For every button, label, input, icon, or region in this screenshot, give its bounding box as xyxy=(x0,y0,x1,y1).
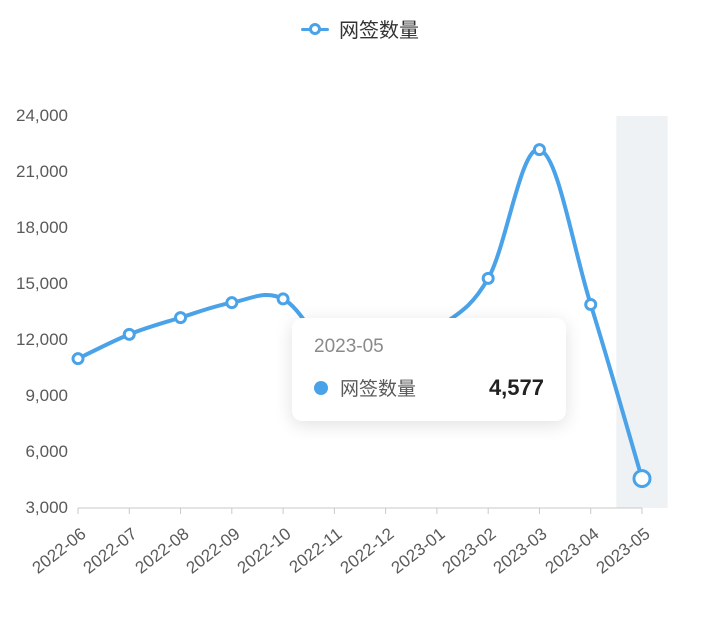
tooltip: 2023-05 网签数量 4,577 xyxy=(292,318,566,421)
tooltip-value: 4,577 xyxy=(489,375,544,401)
x-axis-tick-label: 2022-10 xyxy=(234,524,295,578)
x-axis-tick-label: 2023-05 xyxy=(593,524,654,578)
x-axis-tick-label: 2022-08 xyxy=(131,524,192,578)
x-axis: 2022-062022-072022-082022-092022-102022-… xyxy=(0,0,720,623)
tooltip-title: 2023-05 xyxy=(314,336,544,358)
x-axis-tick-label: 2023-03 xyxy=(490,524,551,578)
tooltip-dot-icon xyxy=(314,381,328,395)
x-axis-tick-label: 2022-12 xyxy=(336,524,397,578)
x-axis-tick-label: 2022-09 xyxy=(182,524,243,578)
x-axis-tick-label: 2023-01 xyxy=(388,524,449,578)
x-axis-tick-label: 2023-04 xyxy=(541,524,602,578)
x-axis-tick-label: 2022-07 xyxy=(80,524,141,578)
x-axis-tick-label: 2023-02 xyxy=(439,524,500,578)
x-axis-tick-label: 2022-11 xyxy=(286,524,346,577)
tooltip-series-label: 网签数量 xyxy=(340,374,477,401)
x-axis-tick-label: 2022-06 xyxy=(29,524,90,578)
tooltip-row: 网签数量 4,577 xyxy=(314,374,544,401)
line-chart: 网签数量 3,0006,0009,00012,00015,00018,00021… xyxy=(0,0,720,623)
